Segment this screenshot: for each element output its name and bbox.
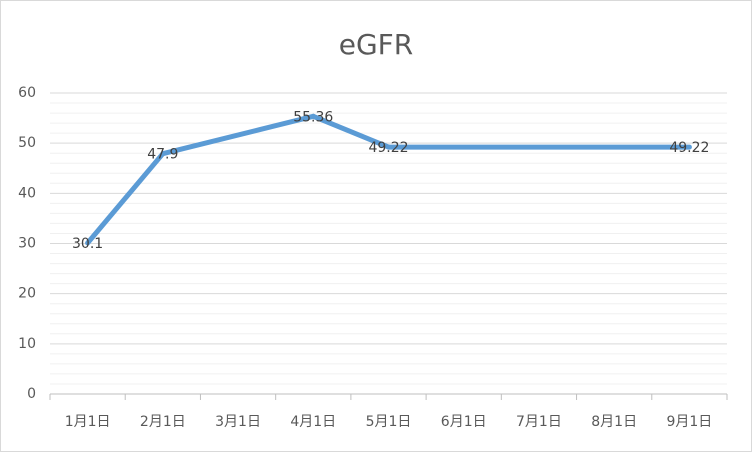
x-tick-label: 4月1日 [290,414,336,430]
y-tick-label: 0 [27,386,36,402]
chart-title: eGFR [339,28,413,61]
x-tick-label: 9月1日 [666,414,712,430]
data-label: 49.22 [368,140,408,156]
x-tick-label: 3月1日 [215,414,261,430]
data-label: 47.9 [147,147,178,163]
data-label: 30.1 [72,236,103,252]
data-label: 49.22 [669,140,709,156]
y-tick-label: 20 [18,286,36,302]
y-tick-label: 50 [18,135,36,151]
y-tick-label: 30 [18,236,36,252]
y-tick-label: 40 [18,185,36,201]
x-tick-label: 5月1日 [366,414,412,430]
line-segment [85,151,166,246]
x-tick-label: 8月1日 [591,414,637,430]
x-tick-label: 7月1日 [516,414,562,430]
data-label: 55.36 [293,109,333,125]
x-tick-label: 1月1日 [65,414,111,430]
line-segment [310,113,391,150]
line-segment [160,113,316,157]
y-tick-label: 60 [18,85,36,101]
x-tick-label: 2月1日 [140,414,186,430]
y-tick-label: 10 [18,336,36,352]
x-tick-label: 6月1日 [441,414,487,430]
